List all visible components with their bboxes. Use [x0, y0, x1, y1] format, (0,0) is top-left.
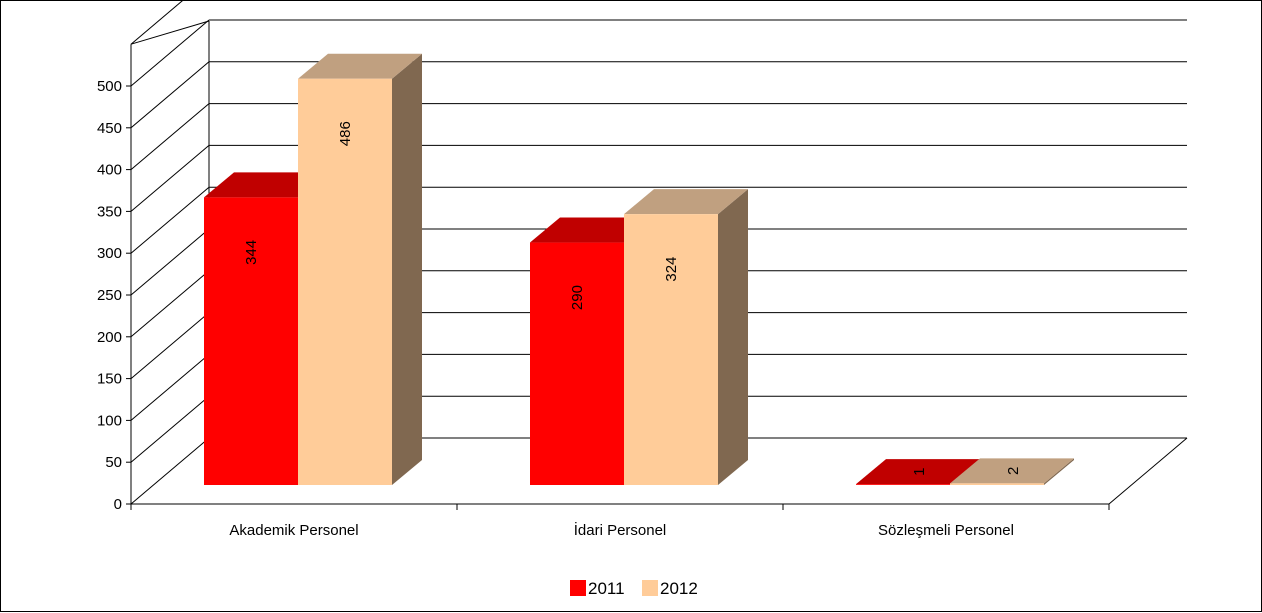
legend-label-2011: 2011	[588, 579, 625, 598]
x-category-label: İdari Personel	[574, 521, 667, 539]
gridline-side	[130, 61, 210, 129]
y-tick-label: 100	[97, 412, 122, 429]
gridline-side	[130, 312, 210, 379]
gridline-side	[130, 1, 183, 45]
legend-label-2012: 2012	[660, 579, 698, 598]
x-category-label: Sözleşmeli Personel	[878, 522, 1014, 539]
axes	[130, 44, 1110, 510]
bar-side	[1044, 458, 1074, 485]
bar-front	[624, 214, 718, 486]
y-tick-label: 300	[97, 245, 122, 262]
bar-front	[204, 197, 298, 485]
y-tick-label: 0	[114, 496, 122, 513]
data-label: 344	[243, 240, 260, 265]
y-tick-label: 450	[97, 120, 122, 137]
bar-front	[298, 78, 392, 485]
y-tick-label: 250	[97, 287, 122, 304]
gridline-side	[130, 395, 210, 463]
bar-top	[950, 458, 1074, 484]
bar-side	[392, 53, 422, 485]
x-category-label: Akademik Personel	[229, 522, 358, 539]
bar-top	[530, 217, 654, 243]
y-axis-ticks: 0 50 100 150 200 250 300 350 400 450 500	[97, 78, 131, 513]
gridline-side	[130, 103, 210, 170]
gridline-side	[130, 228, 210, 296]
data-label: 324	[663, 257, 680, 282]
bar-front	[530, 242, 624, 485]
legend: 2011 2012	[570, 579, 698, 598]
gridline-side	[130, 186, 210, 254]
bar-top	[624, 189, 748, 215]
bar-front	[950, 483, 1044, 485]
y-tick-label: 350	[97, 203, 122, 220]
y-tick-label: 500	[97, 78, 122, 95]
legend-swatch-2011	[570, 580, 586, 596]
bar-top	[204, 172, 328, 198]
bars: 344 486 290 324 1 2	[204, 53, 1074, 486]
bar-top	[856, 459, 980, 485]
legend-swatch-2012	[642, 580, 658, 596]
y-tick-label: 50	[105, 454, 122, 471]
gridline-side	[130, 354, 210, 421]
data-label: 1	[911, 467, 928, 475]
gridline-floor	[130, 437, 210, 505]
gridline-side	[130, 270, 210, 338]
y-tick-label: 400	[97, 162, 122, 179]
bar-2012-0: 486	[298, 53, 422, 485]
bar-top	[298, 53, 422, 79]
y-tick-label: 150	[97, 371, 122, 388]
bar-front	[856, 484, 950, 485]
gridline-side	[130, 19, 210, 87]
data-label: 486	[337, 121, 354, 146]
bar-side	[718, 189, 748, 486]
data-label: 290	[569, 285, 586, 310]
x-axis-categories: Akademik Personel İdari Personel Sözleşmel…	[229, 521, 1014, 539]
side-wall-top-edge	[130, 20, 210, 45]
bar-2012-1: 324	[624, 189, 748, 486]
data-label: 2	[1005, 467, 1022, 475]
floor-right-edge	[1108, 437, 1188, 505]
y-tick-label: 200	[97, 329, 122, 346]
gridline-side	[130, 145, 210, 212]
bar-2012-2: 2	[950, 458, 1074, 485]
